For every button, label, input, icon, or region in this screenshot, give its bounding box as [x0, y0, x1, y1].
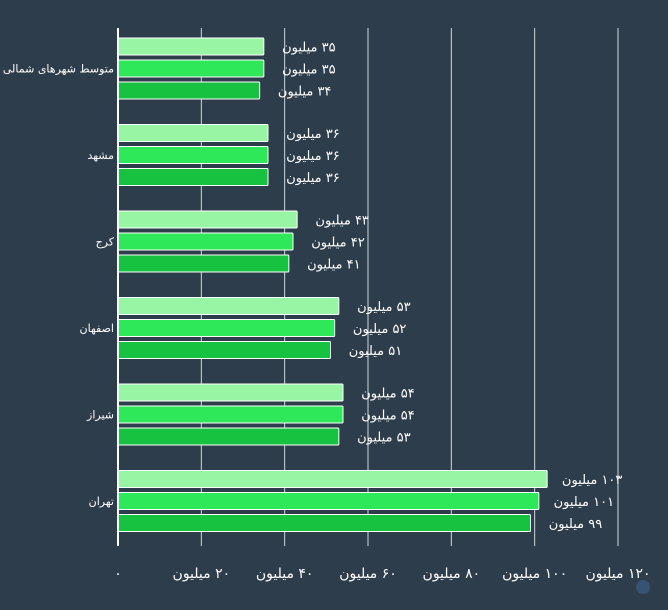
category-label-4: شیراز: [86, 409, 114, 422]
data-label-5-0: ۱۰۳ میلیون: [562, 473, 622, 488]
bar-4-1: [117, 405, 344, 424]
data-label-2-1: ۴۲ میلیون: [311, 236, 364, 251]
x-tick-label-100: ۱۰۰ میلیون: [502, 566, 567, 582]
x-tick-label-80: ۸۰ میلیون: [423, 566, 481, 582]
data-label-0-0: ۳۵ میلیون: [282, 41, 335, 56]
data-label-1-1: ۳۶ میلیون: [286, 149, 339, 164]
bar-2-2: [117, 254, 290, 273]
bar-3-1: [117, 319, 336, 337]
data-label-3-2: ۵۱ میلیون: [349, 344, 402, 359]
bar-1-1: [117, 146, 269, 164]
bar-5-0: [117, 470, 548, 488]
data-label-4-1: ۵۴ میلیون: [361, 409, 414, 424]
bar-3-0: [117, 297, 340, 315]
x-tick-label-40: ۴۰ میلیون: [256, 566, 314, 582]
data-label-3-0: ۵۳ میلیون: [357, 300, 410, 315]
data-label-1-0: ۳۶ میلیون: [286, 127, 339, 142]
data-label-4-2: ۵۳ میلیون: [357, 431, 410, 446]
bar-1-2: [117, 168, 269, 186]
data-label-0-2: ۳۴ میلیون: [278, 85, 331, 100]
data-label-2-2: ۴۱ میلیون: [307, 258, 360, 273]
bar-2-1: [117, 232, 294, 251]
bar-0-1: [117, 59, 265, 78]
bar-1-0: [117, 124, 269, 142]
data-label-5-2: ۹۹ میلیون: [549, 517, 602, 532]
data-label-5-1: ۱۰۱ میلیون: [554, 495, 614, 510]
x-tick-label-120: ۱۲۰ میلیون: [585, 566, 650, 582]
data-label-0-1: ۳۵ میلیون: [282, 63, 335, 78]
x-tick-label-20: ۲۰ میلیون: [173, 566, 231, 582]
bar-4-2: [117, 427, 340, 446]
x-tick-label-0: ۰: [114, 566, 122, 582]
data-label-3-1: ۵۲ میلیون: [353, 322, 406, 337]
bar-5-1: [117, 492, 540, 510]
bar-0-0: [117, 37, 265, 56]
bar-4-0: [117, 383, 344, 402]
data-label-1-2: ۳۶ میلیون: [286, 171, 339, 186]
category-label-0: متوسط شهرهای شمالی: [3, 63, 114, 76]
x-tick-label-60: ۶۰ میلیون: [339, 566, 397, 582]
watermark-logo-icon: [636, 580, 650, 594]
data-label-2-0: ۴۳ میلیون: [315, 214, 368, 229]
bar-0-2: [117, 81, 261, 100]
bar-5-2: [117, 514, 531, 532]
data-label-4-0: ۵۴ میلیون: [361, 387, 414, 402]
bar-3-2: [117, 341, 331, 359]
category-label-1: مشهد: [87, 149, 114, 162]
category-label-3: اصفهان: [80, 322, 114, 335]
bar-2-0: [117, 210, 298, 229]
category-label-5: تهران: [89, 495, 114, 508]
category-label-2: کرج: [96, 236, 115, 249]
